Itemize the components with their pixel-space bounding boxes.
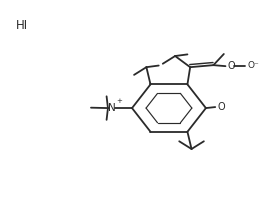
Text: O⁻: O⁻: [248, 61, 259, 70]
Text: HI: HI: [16, 19, 28, 31]
Text: O: O: [227, 61, 235, 71]
Text: +: +: [116, 99, 122, 104]
Text: O: O: [217, 102, 225, 112]
Text: N: N: [108, 103, 116, 113]
